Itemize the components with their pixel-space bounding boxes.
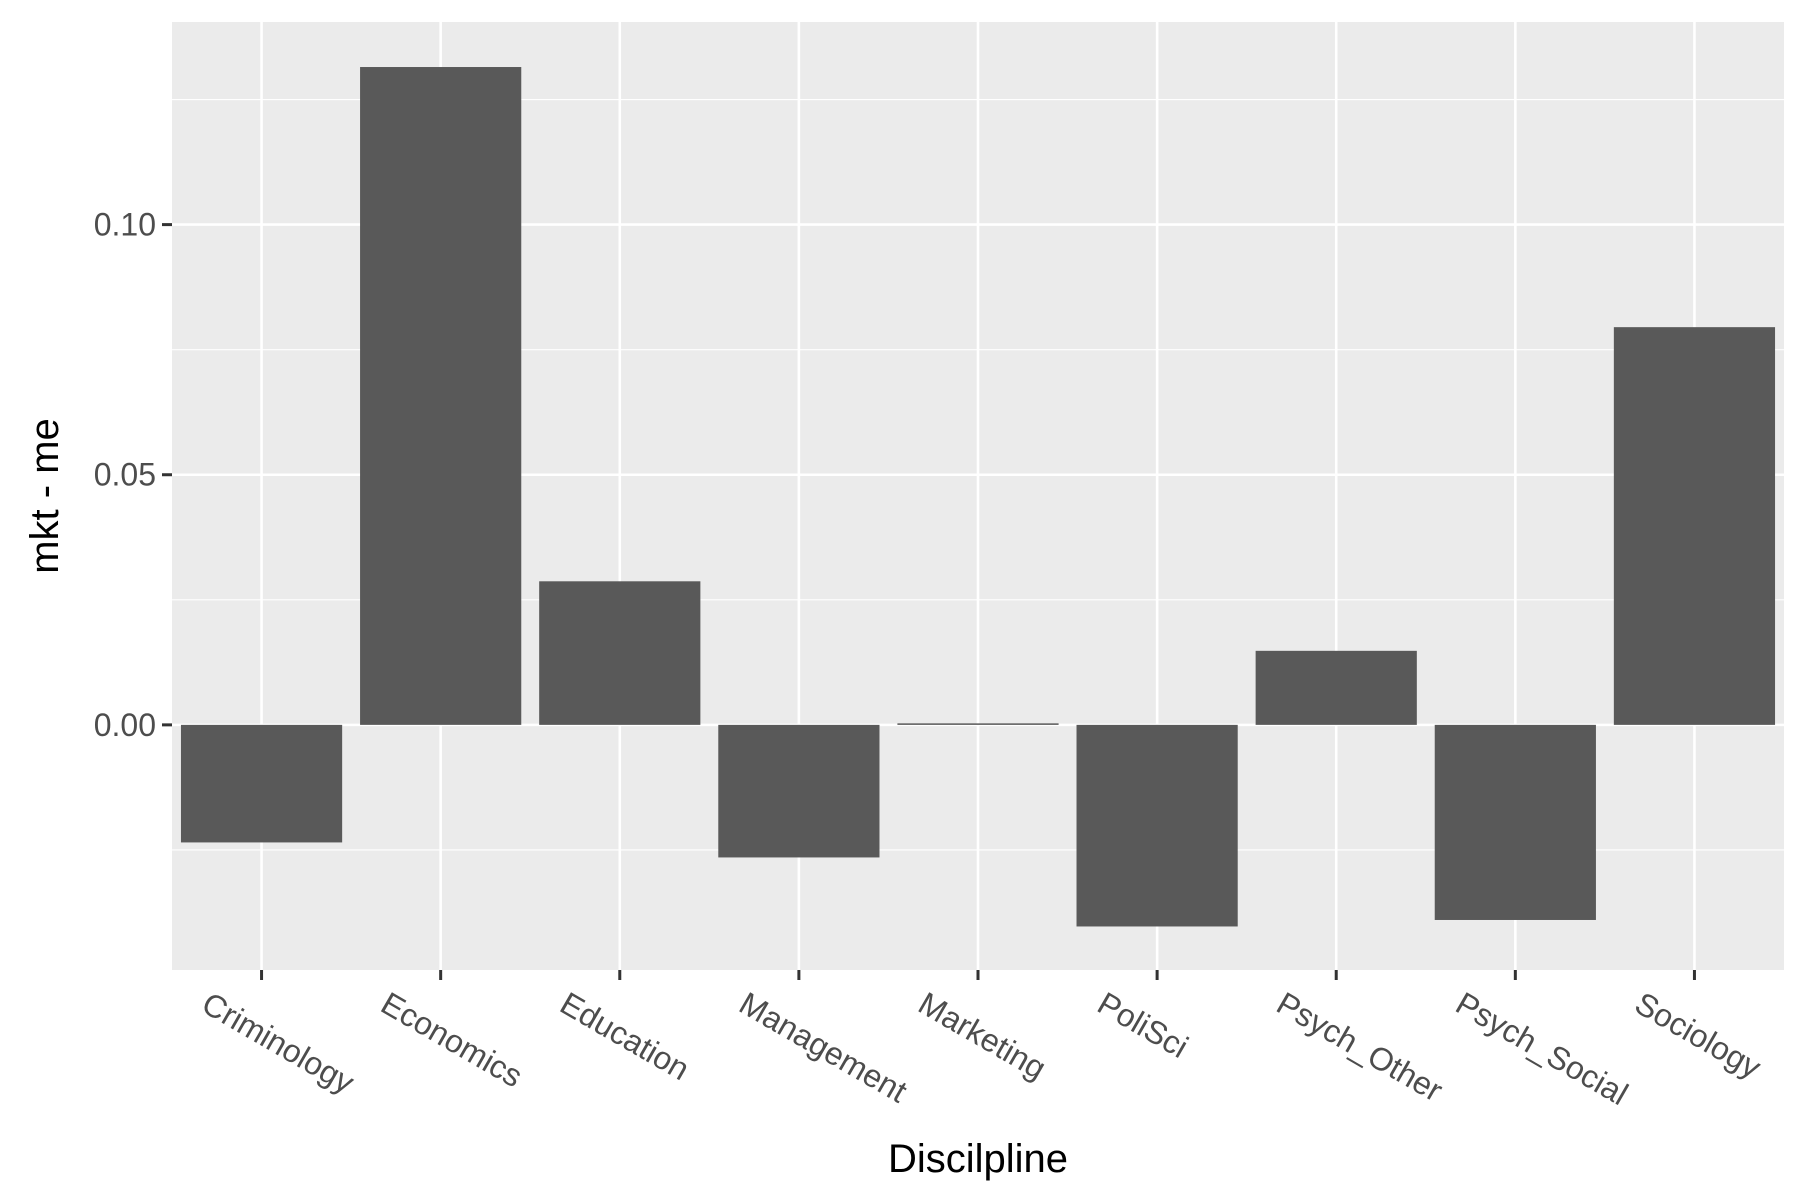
x-tick-label: Psych_Social (1450, 985, 1634, 1112)
y-axis: 0.00 0.05 0.10 (94, 207, 172, 743)
x-tick-label: Management (733, 985, 913, 1110)
bars (180, 67, 1776, 927)
bar (180, 724, 343, 843)
bar (1076, 724, 1238, 927)
x-tick-label: Psych_Other (1271, 985, 1449, 1109)
x-axis-title: Discilpline (888, 1137, 1068, 1181)
x-tick-label: Sociology (1629, 985, 1767, 1086)
x-tick-label: PoliSci (1092, 985, 1195, 1065)
x-tick-label: Education (554, 985, 695, 1087)
x-axis: Criminology Economics Education Management M… (196, 970, 1767, 1112)
x-tick-label: Economics (375, 985, 529, 1094)
bar (718, 724, 880, 858)
y-axis-title: mkt - me (23, 418, 67, 574)
y-tick-label: 0.10 (94, 207, 156, 243)
bar (539, 581, 701, 725)
y-tick-label: 0.00 (94, 707, 156, 743)
x-tick-label: Marketing (913, 985, 1053, 1086)
bar (1255, 650, 1417, 725)
x-tick-label: Criminology (196, 985, 360, 1101)
bar (360, 67, 522, 725)
bar (1434, 724, 1596, 920)
bar (1613, 327, 1776, 725)
bar (897, 723, 1059, 725)
y-tick-label: 0.05 (94, 457, 156, 493)
